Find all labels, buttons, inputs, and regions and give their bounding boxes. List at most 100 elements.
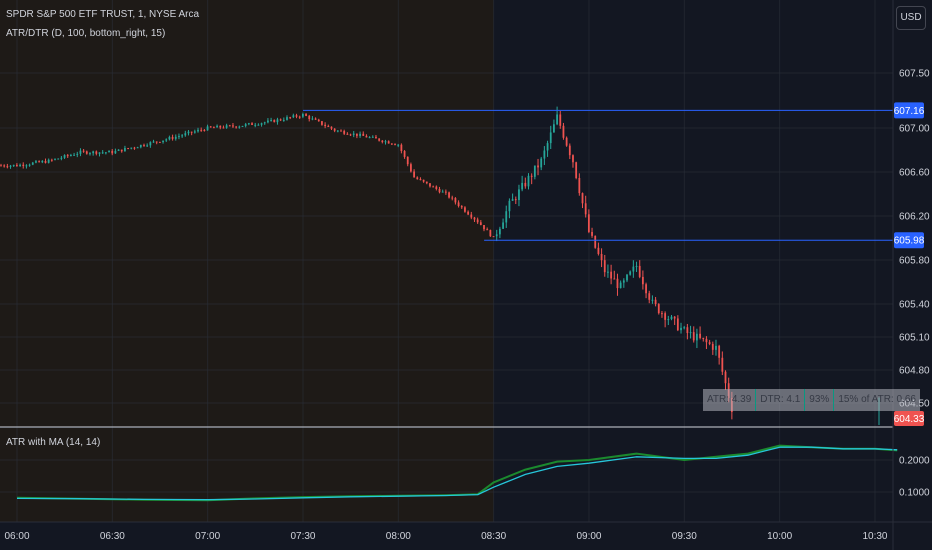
time-tick-label: 09:30 bbox=[672, 531, 697, 542]
candle-body bbox=[193, 131, 196, 133]
candle-body bbox=[260, 123, 263, 125]
price-level-tags: 607.16 605.98 604.33 bbox=[894, 102, 925, 426]
candle-body bbox=[3, 165, 6, 167]
candle-body bbox=[352, 133, 355, 135]
candle-body bbox=[235, 126, 238, 128]
candle-body bbox=[203, 129, 206, 131]
candle-body bbox=[673, 316, 676, 319]
candle-body bbox=[715, 345, 717, 350]
candle-body bbox=[387, 141, 390, 144]
candle-body bbox=[340, 130, 342, 132]
candle-body bbox=[257, 124, 260, 126]
candle-body bbox=[448, 192, 450, 198]
candle-body bbox=[537, 165, 539, 168]
candle-body bbox=[676, 318, 679, 331]
candle-body bbox=[645, 284, 647, 294]
candle-body bbox=[584, 203, 587, 215]
candle-body bbox=[626, 274, 628, 281]
candle-body bbox=[225, 125, 228, 128]
candle-body bbox=[641, 276, 644, 285]
candle-body bbox=[696, 333, 698, 341]
candle-body bbox=[664, 313, 667, 320]
time-tick-label: 09:00 bbox=[576, 531, 601, 542]
chart-title: SPDR S&P 500 ETF TRUST, 1, NYSE Arca bbox=[6, 9, 200, 20]
price-tick-label: 607.00 bbox=[899, 124, 930, 135]
candle-body bbox=[60, 157, 63, 159]
candle-body bbox=[292, 115, 295, 118]
candle-body bbox=[381, 140, 384, 143]
candle-body bbox=[136, 147, 139, 149]
dtr-value: DTR: 4.1 bbox=[756, 389, 806, 411]
candle-body bbox=[454, 198, 457, 203]
time-tick-label: 08:30 bbox=[481, 531, 506, 542]
candle-body bbox=[187, 131, 190, 134]
candle-body bbox=[298, 116, 301, 118]
candlestick-series bbox=[0, 106, 880, 425]
currency-button[interactable]: USD bbox=[896, 6, 926, 30]
candle-body bbox=[282, 119, 285, 121]
candle-body bbox=[111, 150, 114, 154]
candle-body bbox=[197, 129, 199, 132]
candle-body bbox=[25, 165, 28, 167]
candle-body bbox=[108, 150, 110, 153]
candle-body bbox=[89, 153, 91, 155]
candle-body bbox=[524, 182, 527, 187]
candle-body bbox=[133, 147, 136, 149]
candle-body bbox=[19, 164, 21, 167]
candle-body bbox=[457, 202, 460, 206]
candle-body bbox=[622, 280, 625, 283]
candle-body bbox=[568, 145, 571, 156]
indicator-label[interactable]: ATR/DTR (D, 100, bottom_right, 15) bbox=[6, 28, 166, 39]
candle-body bbox=[349, 134, 352, 136]
price-level-tag bbox=[894, 102, 924, 119]
candle-body bbox=[6, 166, 9, 168]
atr-value: ATR: 4.39 bbox=[703, 389, 757, 411]
candle-body bbox=[483, 225, 485, 230]
grid-lines bbox=[0, 0, 893, 522]
candle-body bbox=[635, 265, 638, 267]
candle-body bbox=[680, 327, 682, 331]
sub-indicator-label[interactable]: ATR with MA (14, 14) bbox=[6, 437, 101, 448]
candle-body bbox=[505, 211, 508, 223]
candle-body bbox=[521, 182, 524, 190]
candle-body bbox=[575, 162, 578, 178]
candle-body bbox=[178, 136, 180, 138]
candle-body bbox=[616, 278, 619, 289]
candle-body bbox=[305, 114, 307, 116]
candle-body bbox=[57, 158, 60, 160]
candle-body bbox=[657, 304, 660, 314]
candle-body bbox=[50, 159, 53, 161]
candle-body bbox=[286, 117, 288, 120]
candle-body bbox=[384, 141, 387, 143]
candle-body bbox=[244, 124, 247, 126]
candle-body bbox=[530, 175, 533, 177]
candle-body bbox=[476, 219, 479, 223]
candle-body bbox=[149, 142, 152, 146]
candle-body bbox=[251, 123, 253, 125]
candle-body bbox=[438, 189, 441, 193]
candle-body bbox=[31, 162, 34, 165]
candle-body bbox=[70, 155, 72, 157]
time-tick-label: 10:00 bbox=[767, 531, 792, 542]
candle-body bbox=[0, 165, 2, 167]
candle-body bbox=[365, 135, 368, 138]
candle-body bbox=[444, 191, 447, 193]
candle-body bbox=[514, 199, 517, 201]
candle-body bbox=[98, 152, 101, 154]
atr-axis-labels: 0.2000 0.1000 bbox=[899, 456, 930, 499]
candle-body bbox=[216, 125, 218, 128]
candle-body bbox=[489, 230, 492, 237]
candle-body bbox=[158, 141, 161, 143]
candle-body bbox=[247, 123, 250, 125]
candle-body bbox=[699, 333, 701, 338]
candle-body bbox=[511, 199, 514, 201]
candle-body bbox=[553, 124, 555, 133]
candle-body bbox=[63, 155, 66, 158]
candle-body bbox=[451, 197, 454, 199]
candle-body bbox=[79, 150, 82, 154]
candle-body bbox=[270, 119, 273, 121]
candle-body bbox=[279, 119, 282, 121]
price-level-tag bbox=[894, 232, 924, 249]
candle-body bbox=[425, 181, 428, 184]
